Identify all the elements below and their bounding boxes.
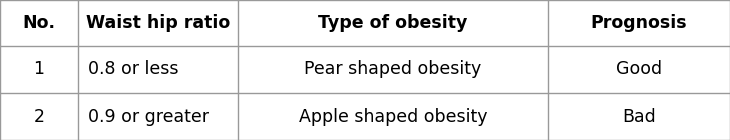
Text: Pear shaped obesity: Pear shaped obesity	[304, 60, 482, 79]
Text: 0.9 or greater: 0.9 or greater	[88, 108, 209, 125]
Text: 2: 2	[34, 108, 45, 125]
Text: Apple shaped obesity: Apple shaped obesity	[299, 108, 487, 125]
Text: 1: 1	[34, 60, 45, 79]
Text: Prognosis: Prognosis	[591, 14, 688, 32]
Text: Bad: Bad	[622, 108, 656, 125]
Text: No.: No.	[23, 14, 55, 32]
Text: Good: Good	[616, 60, 662, 79]
Text: 0.8 or less: 0.8 or less	[88, 60, 179, 79]
Text: Waist hip ratio: Waist hip ratio	[86, 14, 230, 32]
Text: Type of obesity: Type of obesity	[318, 14, 468, 32]
